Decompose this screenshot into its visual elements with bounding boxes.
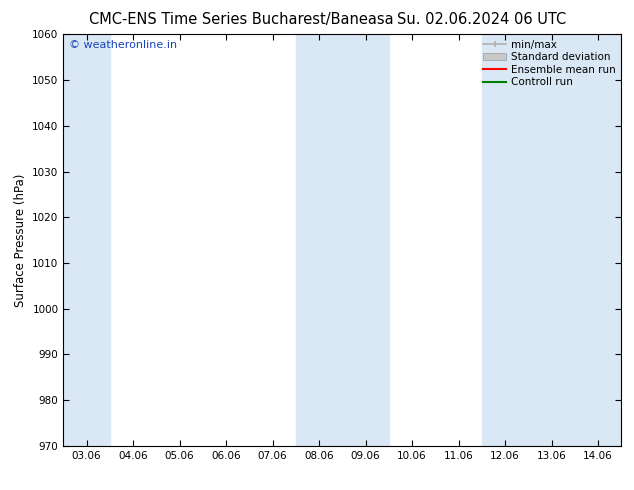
Text: Su. 02.06.2024 06 UTC: Su. 02.06.2024 06 UTC — [398, 12, 566, 27]
Y-axis label: Surface Pressure (hPa): Surface Pressure (hPa) — [14, 173, 27, 307]
Legend: min/max, Standard deviation, Ensemble mean run, Controll run: min/max, Standard deviation, Ensemble me… — [483, 40, 616, 87]
Text: CMC-ENS Time Series Bucharest/Baneasa: CMC-ENS Time Series Bucharest/Baneasa — [89, 12, 393, 27]
Text: © weatheronline.in: © weatheronline.in — [69, 41, 177, 50]
Bar — [482, 34, 621, 446]
Bar — [63, 34, 110, 446]
Bar — [296, 34, 389, 446]
